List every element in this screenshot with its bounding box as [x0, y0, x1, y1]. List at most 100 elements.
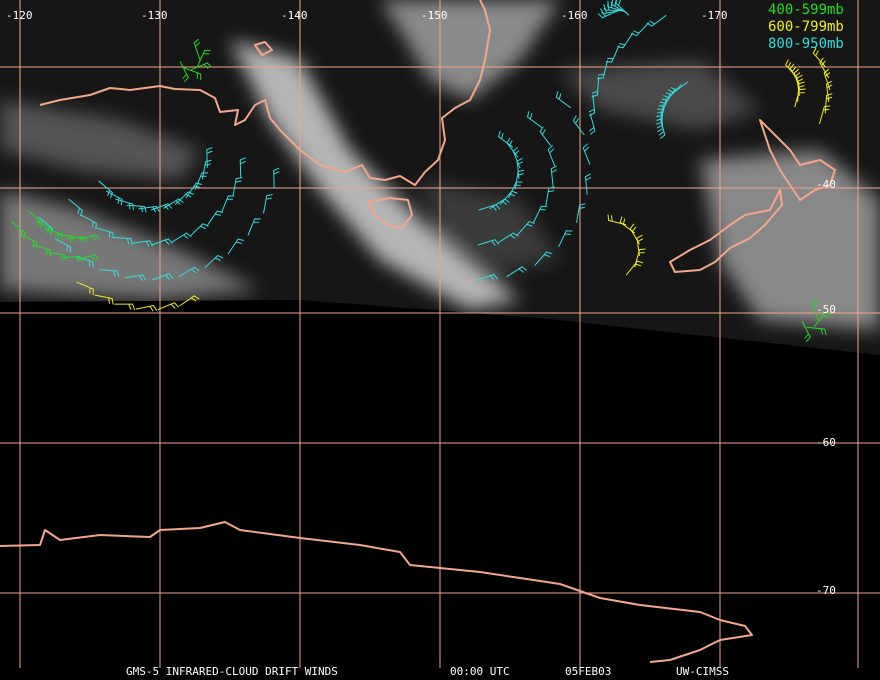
wind-barb [545, 186, 555, 207]
wind-barb [819, 57, 830, 79]
wind-barb [78, 234, 100, 241]
wind-barb [193, 38, 201, 61]
wind-barb [478, 204, 501, 211]
wind-barb [114, 303, 136, 310]
wind-barb [477, 239, 500, 246]
wind-barb [76, 281, 94, 296]
wind-barb [655, 104, 664, 125]
wind-barb [35, 220, 53, 236]
coastlines [0, 0, 836, 663]
wind-barb [476, 274, 499, 281]
wind-barb [151, 273, 174, 281]
wind-barb [61, 255, 83, 263]
footer-time: 00:00 UTC [450, 665, 510, 678]
nz-south-coast [669, 189, 783, 273]
longitude-label: -170 [701, 9, 728, 22]
wind-barb [151, 238, 173, 246]
wind-barb [806, 326, 827, 335]
longitude-label: -130 [141, 9, 168, 22]
legend-entry: 400-599mb [768, 2, 844, 18]
wind-barb [179, 295, 200, 307]
wind-barb [667, 81, 689, 94]
wind-barb [555, 91, 572, 109]
wind-barb [588, 113, 596, 135]
nz-north-coast [759, 119, 836, 201]
latitude-labels: -40 -50 -60 -70 [816, 178, 836, 597]
wind-barb [28, 210, 43, 229]
wind-barb [825, 80, 833, 102]
wind-barb [823, 68, 831, 91]
wind-barb [801, 320, 811, 342]
wind-barb [811, 298, 819, 321]
wind-barb [112, 236, 134, 245]
wind-barb [794, 88, 806, 108]
wind-barb [232, 176, 243, 197]
footer-source: UW-CIMSS [676, 665, 729, 678]
wind-barb [179, 61, 189, 83]
longitude-label: -140 [281, 9, 308, 22]
wind-barb [190, 62, 212, 71]
longitude-label: -160 [561, 9, 588, 22]
wind-barb [135, 304, 158, 312]
wind-barb [239, 157, 247, 179]
wind-barb [617, 32, 634, 49]
wind-barb [636, 234, 644, 257]
wind-barb [630, 22, 650, 37]
wind-barb [131, 240, 153, 247]
wind-barb [547, 145, 556, 167]
tasmania-coast [367, 197, 413, 229]
wind-barb [54, 234, 76, 243]
wind-barb [558, 230, 573, 248]
wind-barb [656, 98, 667, 118]
wind-barb [629, 223, 640, 245]
wind-barb [824, 93, 833, 114]
longitude-label: -120 [6, 9, 33, 22]
wind-barb [68, 198, 83, 217]
latitude-label: -60 [816, 436, 836, 449]
wind-barb [659, 88, 677, 104]
wind-barb [615, 0, 630, 16]
wind-barb [819, 105, 831, 125]
wind-barb [221, 195, 235, 213]
wind-barb [77, 254, 99, 261]
wind-barb [533, 205, 548, 223]
wind-barb [157, 302, 179, 311]
wind-barb [539, 126, 552, 147]
wind-barb [605, 45, 620, 63]
wind-barb [812, 47, 826, 67]
wind-barb [20, 233, 38, 249]
wind-barb [44, 228, 63, 240]
wind-barb [66, 236, 88, 243]
wind-barb [80, 214, 97, 230]
wind-barb [46, 252, 67, 261]
wind-barb [99, 269, 120, 277]
legend-entry: 600-799mb [768, 19, 844, 35]
wind-barb [572, 115, 585, 136]
wind-barb [170, 232, 192, 244]
island-coast [254, 41, 273, 56]
wind-barb [32, 244, 52, 257]
wind-barb [813, 312, 832, 328]
wind-barb [646, 14, 667, 27]
wind-barb [196, 49, 211, 68]
wind-barb [591, 76, 600, 98]
clouds [0, 0, 880, 330]
antarctica-coast [0, 521, 753, 663]
longitude-labels: -120 -130 -140 -150 -160 -170 [6, 9, 728, 22]
latitude-label: -40 [816, 178, 836, 191]
wind-barb [263, 194, 273, 214]
wind-barb [273, 167, 280, 189]
wind-barb [588, 94, 596, 117]
wind-barbs [11, 0, 833, 342]
wind-barb [582, 143, 591, 165]
wind-barb [576, 203, 586, 223]
footer-product: GMS-5 INFRARED-CLOUD DRIFT WINDS [126, 665, 338, 678]
latitude-label: -50 [816, 303, 836, 316]
wind-barb [204, 254, 224, 269]
wind-barb [516, 220, 536, 236]
wind-barb [625, 260, 644, 276]
footer: GMS-5 INFRARED-CLOUD DRIFT WINDS 00:00 U… [126, 665, 729, 678]
